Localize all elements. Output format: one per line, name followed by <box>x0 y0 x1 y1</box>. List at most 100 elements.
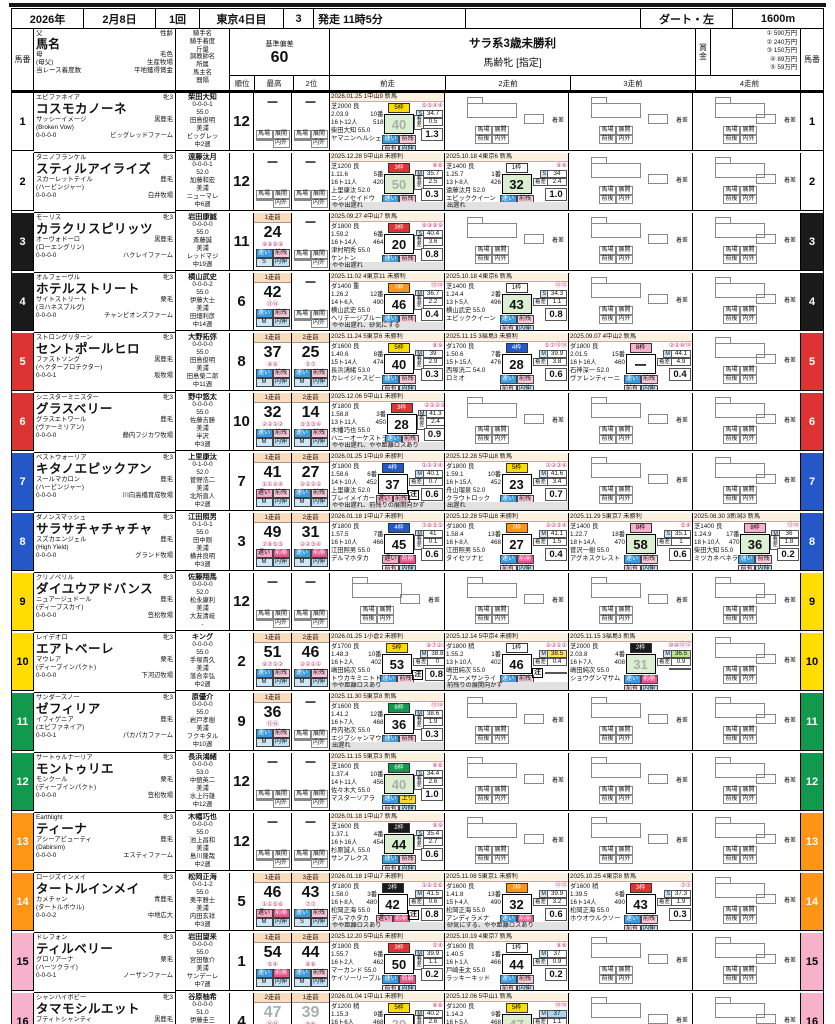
gate-number: 10番 <box>370 771 384 778</box>
figure-value: 42 <box>263 284 282 301</box>
tag-chip-pair: 内外 <box>293 139 328 148</box>
sex-age: 牝3 <box>163 94 173 101</box>
owner-name: 半沢 <box>196 433 209 440</box>
figure-empty-template: 馬場 展開 内外 <box>254 190 291 208</box>
finish-time: 1.40.5 <box>446 951 464 958</box>
figure-cell-best: 1走前 46 ①①⑤⑥ 遅い 前崩 M 内伸 <box>254 873 292 931</box>
tag-chip-pair: 馬場 展開 <box>723 186 757 195</box>
finish-time: 1.58.4 <box>446 531 464 538</box>
frame-number-chip: 3枠 <box>387 223 410 233</box>
tag-chip: 前崩 <box>516 555 534 564</box>
tag-chip: 前後 <box>599 195 616 204</box>
race-winner: カレイジャスビー <box>331 375 382 382</box>
empty-template-tab <box>467 817 483 824</box>
stable-region: 美浦 <box>196 845 209 852</box>
tag-chip-pair: 前後 内外 <box>599 135 633 144</box>
rank-cell: 12 <box>230 153 254 211</box>
race-cell-prev4: 着差馬場展開前後内外 <box>693 333 801 391</box>
empty-margin-box <box>648 234 668 244</box>
race-body: ダ1200 良1.14.29番16ト5人468横山武史 55.0トワイライトサイ… <box>445 1002 568 1024</box>
jockey-record: 0-0-0-0 <box>192 221 213 228</box>
margin-label: 着差 <box>414 534 424 550</box>
finish-time: 1.40.6 <box>331 351 349 358</box>
race-jockey: 佐々木大 55.0 <box>331 787 371 794</box>
corner-positions: ②②①① <box>545 643 567 649</box>
dam-name: アシーアビューティ <box>36 836 92 843</box>
owner-name: 落合幸弘 <box>189 673 216 680</box>
corner-positions: ⑨⑨⑨⑨ <box>261 242 284 248</box>
tag-chip: 遅い <box>255 489 273 498</box>
figure-cell-best: －馬場 展開 内外 <box>254 573 292 631</box>
corner-positions: ⑧⑧ <box>432 763 443 769</box>
margin-label: 着差 <box>656 537 672 547</box>
tag-chip: 内外 <box>616 855 633 864</box>
tag-chip: 馬場 <box>723 846 740 855</box>
beaten-margin: 0.6 <box>421 848 443 861</box>
beaten-margin-row: 0.3 <box>656 908 691 921</box>
tag-chip-pair: 速い 前残 <box>381 195 416 204</box>
tag-chip: 内伸 <box>310 438 328 447</box>
tag-chip-pair: 前後 内外 <box>723 135 757 144</box>
tag-chip-pair: 前後 内外 <box>723 795 757 804</box>
tag-chip: 速い <box>293 669 311 678</box>
empty-template-chips: 馬場 展開 前後 内外 <box>723 666 757 684</box>
beaten-margin: 0.3 <box>421 188 443 201</box>
margin-label: 着差 <box>427 598 440 604</box>
gate-number: 15番 <box>611 351 625 358</box>
tag-chip: 内伸 <box>310 978 328 987</box>
dam-name: ファストソング <box>36 356 81 363</box>
damsire-name: (ローエングリン) <box>36 244 85 251</box>
race-record: 0-0-0-0 <box>36 672 57 679</box>
race-record: 0-0-0-2 <box>36 912 57 919</box>
empty-margin-box <box>756 654 776 664</box>
trainer-name: 手塚貴久 <box>189 657 216 664</box>
empty-template-tab <box>591 697 607 704</box>
corner-positions: ⑧⑨ <box>432 343 443 349</box>
empty-template-tab <box>715 337 731 344</box>
rank-cell: 11 <box>230 213 254 271</box>
race-cell-prev3: 着差馬場展開前後内外 <box>569 153 693 211</box>
tag-chip-pair: 速い 前残 <box>499 675 534 684</box>
tag-chip: 展開 <box>272 190 290 199</box>
breeder-farm: ノーザンファーム <box>123 972 173 979</box>
race-text-col: ダ1200 良1.14.29番16ト5人468横山武史 55.0トワイライトサイ <box>445 1003 501 1024</box>
dam-name: プティトシャンティ <box>36 1016 92 1023</box>
tag-chip: 前残 <box>310 429 328 438</box>
race-jockey: 長浜鴻緒 53.0 <box>331 367 371 374</box>
race-body: ダ1600 稍 1.39.5 6番 16ト14人 490 松岡正海 55.0 ホウオウルクソ… <box>569 882 692 930</box>
race-figure-col: 2枠 31 速い 前崩 前有 内伸 <box>623 643 658 690</box>
empty-margin-box <box>524 114 544 124</box>
margin-label: 着差 <box>675 238 688 244</box>
tag-chip: 馬場 <box>475 246 492 255</box>
tag-chip-pair: 馬場 展開 <box>723 726 757 735</box>
figure-cell-second: 1走前39⑧⑧速い前残M内伸 <box>292 993 330 1024</box>
tag-chip: 内伸 <box>272 318 290 327</box>
breeder-farm: 川向高橋育成牧場 <box>122 492 173 499</box>
empty-template-box <box>715 763 765 778</box>
horse-name-cell: ロージズインメイ 牝3 タートルインメイ カメチャン 青鹿毛 (タートルボウル) 0-0-0… <box>34 873 176 933</box>
gate-number: 7番 <box>491 351 501 358</box>
dam-name: グロリアーナ <box>36 956 74 963</box>
race-winner: デルマホタカ <box>331 555 369 562</box>
breeder-farm: エスティファーム <box>123 852 173 859</box>
tag-chip: M <box>255 438 273 447</box>
race-stats-col: ⑫⑫ S 34.3 着差 1.1 0.8 <box>532 283 568 330</box>
tag-chip: 速い <box>255 669 273 678</box>
tag-chip: 前残 <box>310 489 328 498</box>
umaban-cell-left: 12 <box>12 753 34 811</box>
sex-age: 牝3 <box>163 394 173 401</box>
tag-chip-pair: M 内伸 <box>255 558 290 567</box>
margin-label: 着差 <box>532 357 548 367</box>
tag-chip: 前残 <box>310 369 328 378</box>
frame-number-chip: 4枠 <box>505 343 528 353</box>
trainer-name: 奥平雅士 <box>189 897 216 904</box>
race-comment: 前残りの展開向かず <box>445 682 568 690</box>
owner-name: 島川隆哉 <box>189 853 216 860</box>
name-column-header: 父性齢 馬名 母毛色 (母父) 生産牧場 当レース着度数 平地獲得賞金 <box>34 29 176 91</box>
figure-empty-template: 馬場 展開 内外 <box>292 190 329 208</box>
coat-color: 栗毛 <box>160 296 173 303</box>
margin-label: 着差 <box>414 834 424 850</box>
coat-color: 栗毛 <box>160 776 173 783</box>
tag-chip: 馬場 <box>599 246 616 255</box>
